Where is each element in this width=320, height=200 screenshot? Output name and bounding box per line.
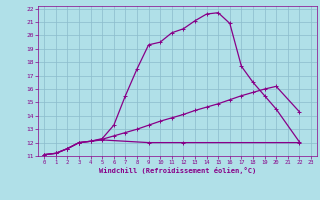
X-axis label: Windchill (Refroidissement éolien,°C): Windchill (Refroidissement éolien,°C) (99, 167, 256, 174)
